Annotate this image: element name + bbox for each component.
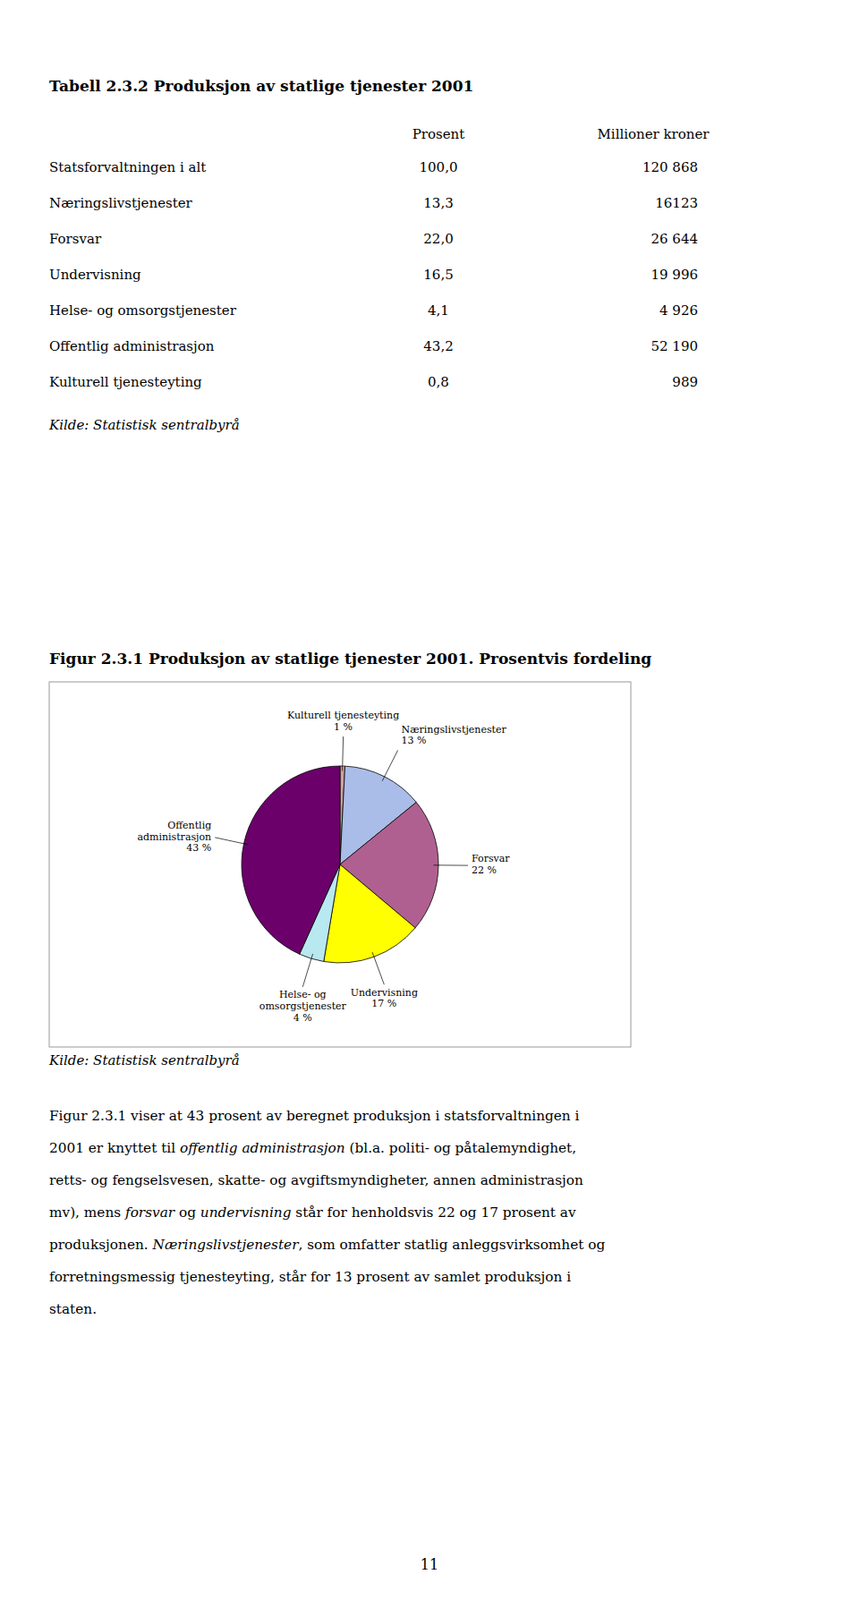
slice-label-line: Kulturell tjenesteyting: [287, 709, 400, 722]
table-header: Millioner kroner: [596, 126, 710, 143]
leader-line: [214, 837, 249, 845]
slice-value-label: 17 %: [371, 997, 397, 1010]
body-text-part: , som omfatter statlig anleggsvirksomhet…: [297, 1236, 605, 1253]
slice-label-line: Undervisning: [350, 986, 418, 999]
table-cell: Næringslivstjenester: [49, 195, 194, 212]
slice-value-label: 22 %: [471, 864, 497, 877]
pie: [241, 765, 439, 963]
leader-line: [382, 749, 398, 781]
body-text: produksjonen. Næringslivstjenester, som …: [49, 1236, 605, 1253]
body-text: forretningsmessig tjenesteyting, står fo…: [49, 1268, 571, 1285]
table-cell: 26 644: [651, 230, 699, 247]
leader-line: [372, 952, 384, 985]
table-cell: Helse- og omsorgstjenester: [49, 302, 238, 319]
body-text-part: (bl.a. politi- og påtalemyndighet,: [345, 1139, 577, 1157]
body-text-part: 2001 er knyttet til: [49, 1139, 180, 1157]
background: [0, 0, 859, 1600]
body-text-emphasis: undervisning: [200, 1204, 292, 1221]
body-text-part: retts- og fengselsvesen, skatte- og avgi…: [49, 1172, 584, 1189]
table-title: Tabell 2.3.2 Produksjon av statlige tjen…: [49, 76, 474, 95]
table-cell: 120 868: [642, 159, 698, 176]
slice-label: Forsvar: [471, 852, 511, 865]
table-cell: Offentlig administrasjon: [49, 338, 215, 355]
chart-title: Figur 2.3.1 Produksjon av statlige tjene…: [49, 649, 652, 668]
table-cell: 100,0: [419, 159, 459, 176]
body-text-part: produksjonen.: [49, 1236, 154, 1253]
table-cell: 52 190: [651, 338, 699, 355]
slice-label: Næringslivstjenester: [401, 723, 508, 736]
slice-value-label: 1 %: [333, 721, 353, 733]
table-cell: 13,3: [423, 195, 453, 212]
body-text: Figur 2.3.1 viser at 43 prosent av bereg…: [49, 1107, 580, 1124]
slice-label-line: Næringslivstjenester: [401, 723, 508, 736]
table-cell: 0,8: [427, 374, 450, 391]
body-text-part: forretningsmessig tjenesteyting, står fo…: [49, 1268, 571, 1285]
leader-line: [341, 736, 344, 771]
slice-label-line: administrasjon: [136, 831, 212, 843]
body-text-part: står for henholdsvis 22 og 17 prosent av: [290, 1204, 577, 1221]
slice-label: Undervisning: [350, 986, 418, 999]
body-text: staten.: [49, 1301, 97, 1318]
source: Kilde: Statistisk sentralbyrå: [48, 1052, 240, 1069]
body-text: mv), mens forsvar og undervisning står f…: [49, 1204, 577, 1221]
slice-label-line: Offentlig: [167, 819, 212, 832]
table-cell: 4 926: [659, 302, 698, 319]
slice-label-line: Forsvar: [471, 852, 511, 865]
table-cell: 16123: [654, 195, 698, 212]
body-text-emphasis: Næringslivstjenester: [152, 1236, 301, 1253]
leader-line: [302, 953, 313, 987]
table-cell: Forsvar: [49, 230, 103, 247]
pie-slice: [241, 765, 341, 954]
page-number: 11: [420, 1556, 439, 1574]
body-text-part: mv), mens: [49, 1204, 126, 1221]
body-text-emphasis: offentlig administrasjon: [179, 1139, 346, 1157]
table-cell: Undervisning: [49, 266, 142, 283]
leader-line: [433, 864, 468, 866]
table-cell: 22,0: [423, 230, 453, 247]
slice-label-line: omsorgstjenester: [259, 1000, 348, 1013]
slice-label: Offentligadministrasjon: [136, 819, 212, 843]
slice-value-label: 4 %: [293, 1012, 313, 1024]
pie-labels: Kulturell tjenesteyting1 % Næringslivstje…: [136, 709, 511, 1023]
body-text-part: Figur 2.3.1 viser at 43 prosent av bereg…: [49, 1107, 580, 1124]
body-text-emphasis: forsvar: [124, 1204, 177, 1221]
slice-value-label: 43 %: [186, 841, 212, 854]
body-text: 2001 er knyttet til offentlig administra…: [49, 1139, 577, 1157]
table-cell: 16,5: [423, 266, 453, 283]
slice-label: Helse- ogomsorgstjenester: [259, 988, 348, 1013]
slice-label: Kulturell tjenesteyting: [287, 709, 400, 722]
chart-frame: [49, 681, 631, 1047]
table-cell: Kulturell tjenesteyting: [49, 374, 203, 391]
body-text-part: og: [174, 1204, 201, 1221]
slice-value-label: 13 %: [401, 734, 427, 747]
source: Kilde: Statistisk sentralbyrå: [48, 416, 240, 434]
table-cell: Statsforvaltningen i alt: [49, 159, 206, 176]
slice-label-line: Helse- og: [279, 988, 327, 1001]
table-header: Prosent: [412, 126, 466, 143]
table-cell: 4,1: [427, 302, 450, 319]
body-text: retts- og fengselsvesen, skatte- og avgi…: [49, 1172, 584, 1189]
body-text-part: staten.: [49, 1301, 97, 1318]
page: Tabell 2.3.2 Produksjon av statlige tjen…: [0, 0, 859, 1600]
table-cell: 989: [671, 374, 698, 391]
table-cell: 43,2: [423, 338, 453, 355]
table-cell: 19 996: [651, 266, 699, 283]
